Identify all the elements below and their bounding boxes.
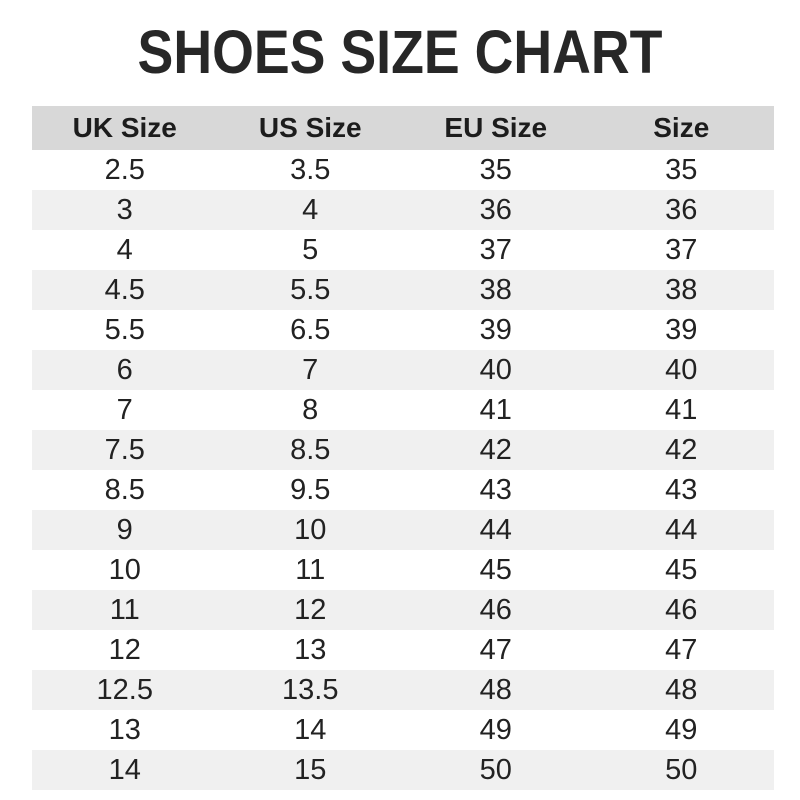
table-cell: 42 <box>665 433 698 466</box>
page-title: SHOES SIZE CHART <box>137 18 663 86</box>
table-cell: 6 <box>116 353 133 386</box>
table-cell: 44 <box>665 513 698 546</box>
table-cell: 4 <box>116 233 133 266</box>
table-cell: 14 <box>108 753 141 786</box>
table-row: 8.5 9.5 43 43 <box>32 470 774 510</box>
table-cell: 8.5 <box>104 473 145 506</box>
table-cell: 50 <box>665 753 698 786</box>
table-cell: 49 <box>665 713 698 746</box>
table-row: 4 5 37 37 <box>32 230 774 270</box>
table-cell: 41 <box>479 393 512 426</box>
table-cell: 36 <box>479 193 512 226</box>
table-cell: 5.5 <box>104 313 145 346</box>
table-row: 3 4 36 36 <box>32 190 774 230</box>
table-cell: 41 <box>665 393 698 426</box>
table-body: 2.5 3.5 35 35 3 4 36 36 4 5 37 37 4.5 5.5 38 38 5.5 6.5 39… <box>32 150 774 790</box>
table-cell: 50 <box>479 753 512 786</box>
table-cell: 8.5 <box>290 433 331 466</box>
table-cell: 38 <box>665 273 698 306</box>
table-cell: 7 <box>302 353 319 386</box>
table-cell: 39 <box>665 313 698 346</box>
table-cell: 15 <box>294 753 327 786</box>
table-cell: 47 <box>665 633 698 666</box>
table-cell: 3 <box>116 193 133 226</box>
table-cell: 5.5 <box>290 273 331 306</box>
table-cell: 44 <box>479 513 512 546</box>
table-cell: 36 <box>665 193 698 226</box>
table-cell: 13.5 <box>282 673 339 706</box>
table-row: 2.5 3.5 35 35 <box>32 150 774 190</box>
column-header-size: Size <box>653 112 710 143</box>
table-row: 11 12 46 46 <box>32 590 774 630</box>
table-cell: 49 <box>479 713 512 746</box>
column-header-us-size: US Size <box>258 112 362 143</box>
table-cell: 40 <box>665 353 698 386</box>
table-cell: 46 <box>479 593 512 626</box>
table-cell: 35 <box>665 153 698 186</box>
table-cell: 4 <box>302 193 319 226</box>
table-cell: 39 <box>479 313 512 346</box>
table-cell: 7.5 <box>104 433 145 466</box>
table-cell: 8 <box>302 393 319 426</box>
table-cell: 12 <box>294 593 327 626</box>
table-cell: 9.5 <box>290 473 331 506</box>
table-row: 7.5 8.5 42 42 <box>32 430 774 470</box>
table-cell: 40 <box>479 353 512 386</box>
table-cell: 37 <box>665 233 698 266</box>
table-row: 13 14 49 49 <box>32 710 774 750</box>
table-cell: 45 <box>665 553 698 586</box>
table-cell: 5 <box>302 233 319 266</box>
table-row: 9 10 44 44 <box>32 510 774 550</box>
table-cell: 9 <box>116 513 133 546</box>
table-cell: 12 <box>108 633 141 666</box>
table-cell: 10 <box>108 553 141 586</box>
column-header-uk-size: UK Size <box>72 112 177 143</box>
table-cell: 47 <box>479 633 512 666</box>
table-header-row: UK Size US Size EU Size Size <box>32 106 774 150</box>
table-cell: 48 <box>665 673 698 706</box>
table-cell: 2.5 <box>104 153 145 186</box>
table-cell: 43 <box>665 473 698 506</box>
table-row: 12.5 13.5 48 48 <box>32 670 774 710</box>
table-cell: 13 <box>294 633 327 666</box>
table-cell: 10 <box>294 513 327 546</box>
table-cell: 45 <box>479 553 512 586</box>
table-row: 5.5 6.5 39 39 <box>32 310 774 350</box>
table-row: 12 13 47 47 <box>32 630 774 670</box>
column-header-eu-size: EU Size <box>444 112 548 143</box>
table-cell: 13 <box>108 713 141 746</box>
table-cell: 4.5 <box>104 273 145 306</box>
table-cell: 14 <box>294 713 327 746</box>
table-cell: 46 <box>665 593 698 626</box>
table-cell: 48 <box>479 673 512 706</box>
table-cell: 3.5 <box>290 153 331 186</box>
table-cell: 35 <box>479 153 512 186</box>
table-row: 6 7 40 40 <box>32 350 774 390</box>
table-cell: 37 <box>479 233 512 266</box>
table-row: 7 8 41 41 <box>32 390 774 430</box>
table-cell: 7 <box>116 393 133 426</box>
table-cell: 12.5 <box>96 673 153 706</box>
table-cell: 11 <box>109 593 140 626</box>
table-cell: 6.5 <box>290 313 331 346</box>
table-cell: 38 <box>479 273 512 306</box>
table-row: 10 11 45 45 <box>32 550 774 590</box>
table-cell: 43 <box>479 473 512 506</box>
size-chart-table: UK Size US Size EU Size Size 2.5 3.5 35 35 3… <box>32 106 774 790</box>
table-cell: 42 <box>479 433 512 466</box>
table-row: 4.5 5.5 38 38 <box>32 270 774 310</box>
table-cell: 11 <box>295 553 326 586</box>
table-row: 14 15 50 50 <box>32 750 774 790</box>
